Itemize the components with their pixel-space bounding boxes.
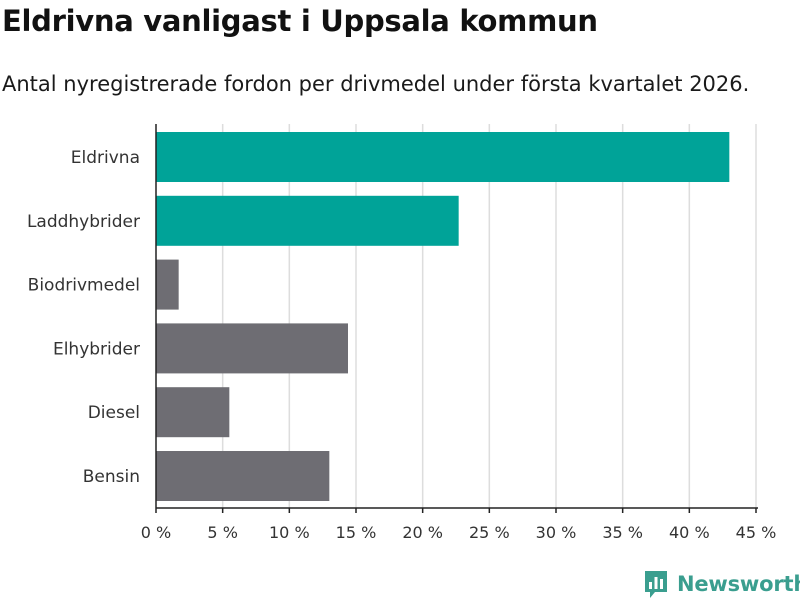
bar-biodrivmedel	[156, 259, 179, 310]
gridlines	[221, 124, 757, 508]
bars	[156, 132, 730, 501]
x-tick-label: 10 %	[269, 523, 310, 542]
x-tick-label: 15 %	[336, 523, 377, 542]
x-tick-label: 25 %	[469, 523, 510, 542]
x-tick-label: 45 %	[736, 523, 777, 542]
x-tick-label: 5 %	[207, 523, 237, 542]
x-tick-label: 0 %	[141, 523, 171, 542]
chart-title: Eldrivna vanligast i Uppsala kommun	[2, 4, 598, 38]
category-label: Diesel	[88, 403, 140, 423]
x-tick-label: 35 %	[602, 523, 643, 542]
x-axis: 0 % 5 % 10 % 15 % 20 % 25 % 30 % 35 % 40 % 45 %	[141, 124, 777, 542]
x-tick-label: 30 %	[536, 523, 577, 542]
bar-laddhybrider	[156, 195, 459, 246]
category-label: Bensin	[83, 467, 140, 487]
bar-diesel	[156, 387, 230, 438]
bar-chart-speech-bubble-icon	[645, 571, 667, 598]
bar-eldrivna	[156, 132, 730, 182]
x-tick-label: 20 %	[402, 523, 443, 542]
x-tick-label: 40 %	[669, 523, 710, 542]
category-label: Laddhybrider	[27, 212, 140, 232]
bar-elhybrider	[156, 323, 348, 374]
category-label: Eldrivna	[71, 148, 140, 168]
category-label: Elhybrider	[53, 339, 140, 359]
newsworthy-logo: Newsworthy	[643, 568, 800, 600]
logo-text: Newsworthy	[677, 572, 800, 596]
bar-bensin	[156, 451, 330, 501]
category-label: Biodrivmedel	[28, 276, 140, 296]
category-labels: Eldrivna Laddhybrider Biodrivmedel Elhybrid…	[27, 148, 140, 487]
chart-subtitle: Antal nyregistrerade fordon per drivmede…	[2, 72, 750, 96]
